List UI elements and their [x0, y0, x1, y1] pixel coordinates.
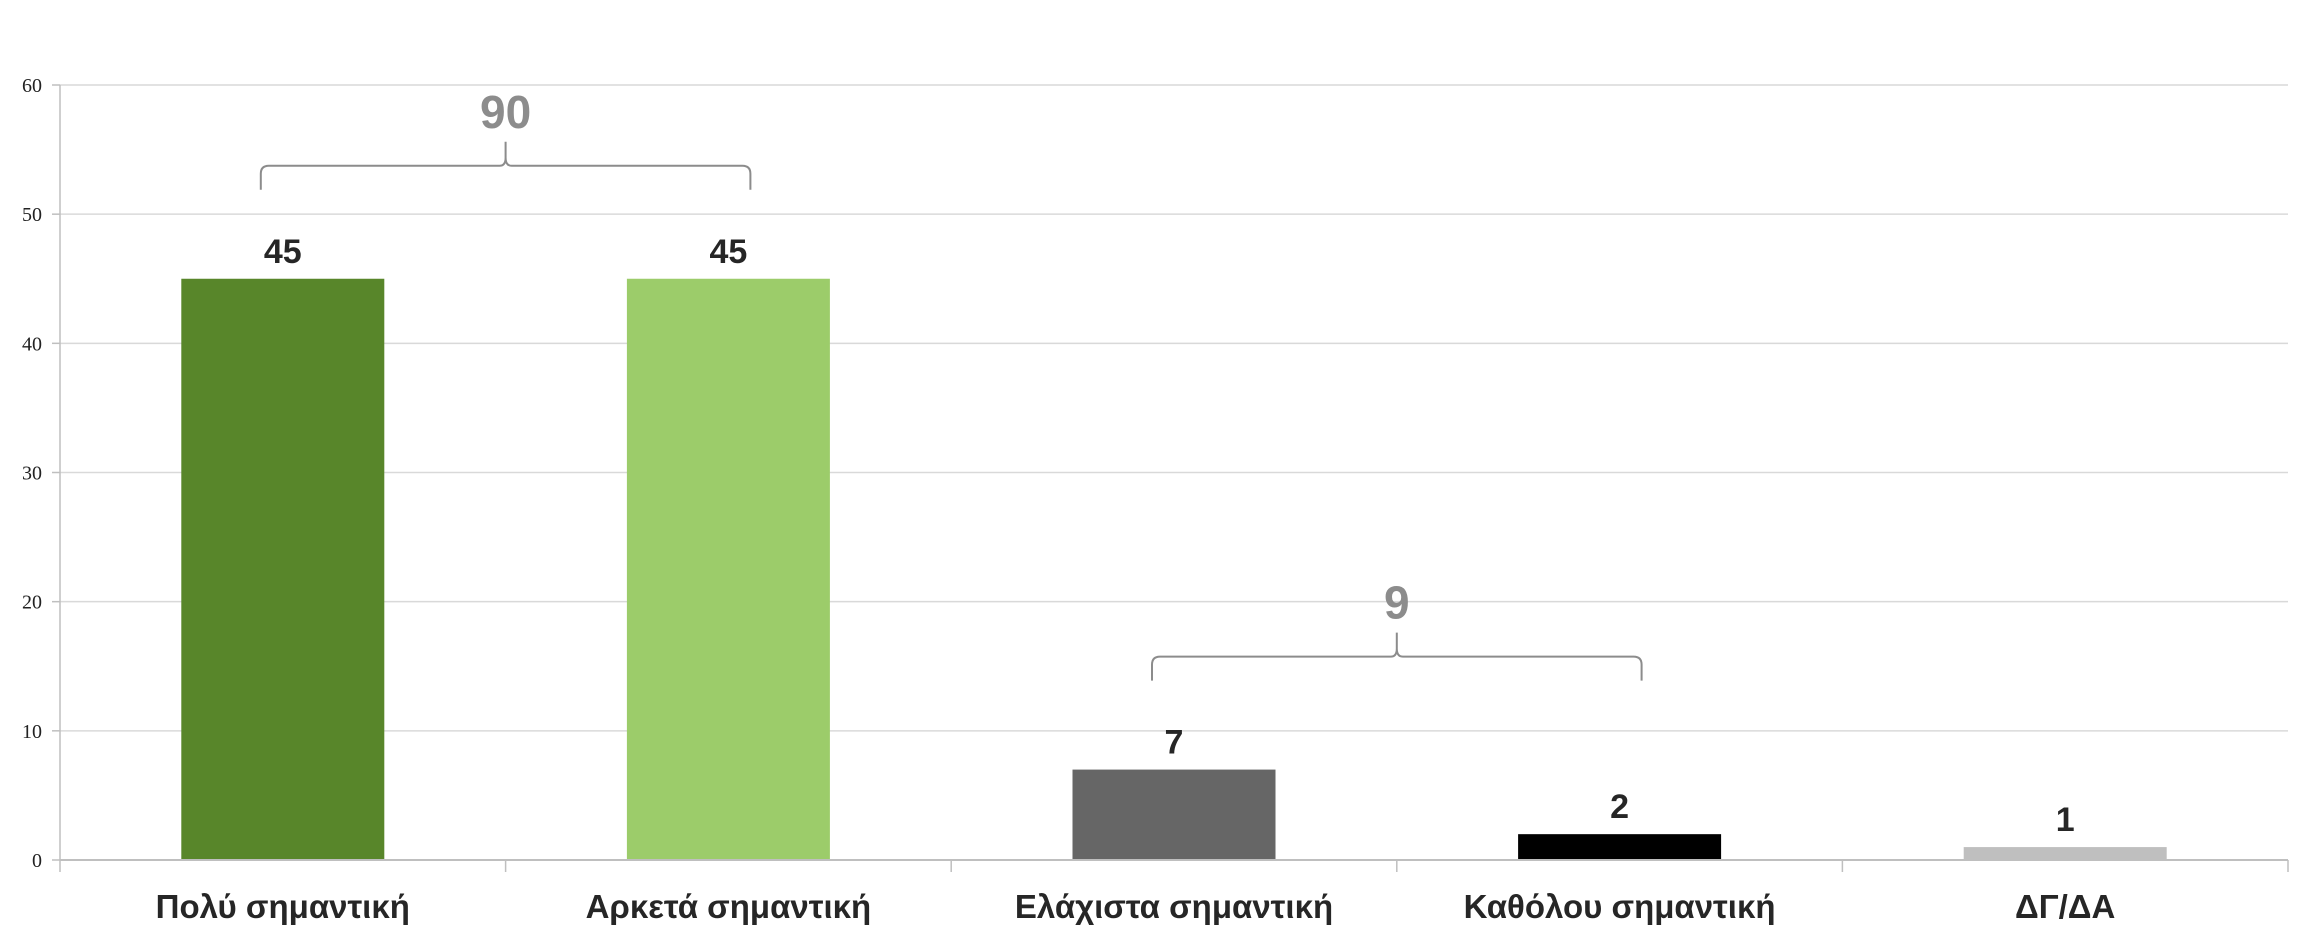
data-label: 45 — [264, 233, 302, 271]
group-bracket — [259, 141, 752, 190]
x-category-label: ΔΓ/ΔΑ — [2015, 888, 2115, 925]
bar — [1518, 834, 1722, 860]
y-tick-label: 30 — [22, 463, 42, 485]
bar — [181, 278, 385, 860]
bar — [626, 278, 830, 860]
y-tick-label: 50 — [22, 204, 42, 226]
x-category-label: Καθόλου σημαντική — [1464, 888, 1776, 925]
y-tick-label: 20 — [22, 592, 42, 614]
data-label: 7 — [1165, 724, 1184, 762]
bar — [1072, 769, 1276, 860]
y-tick-label: 10 — [22, 721, 42, 743]
data-label: 2 — [1610, 788, 1629, 826]
data-label: 45 — [709, 233, 747, 271]
data-label: 1 — [2056, 801, 2075, 839]
y-tick-label: 0 — [32, 850, 42, 872]
group-total-label: 9 — [1384, 577, 1410, 629]
bar — [1963, 847, 2167, 860]
x-category-label: Αρκετά σημαντική — [586, 888, 872, 925]
x-category-label: Ελάχιστα σημαντική — [1015, 888, 1333, 925]
group-bracket — [1151, 632, 1643, 681]
group-total-label: 90 — [480, 86, 531, 138]
y-tick-label: 60 — [22, 75, 42, 97]
y-tick-label: 40 — [22, 333, 42, 355]
x-category-label: Πολύ σημαντική — [156, 888, 410, 925]
